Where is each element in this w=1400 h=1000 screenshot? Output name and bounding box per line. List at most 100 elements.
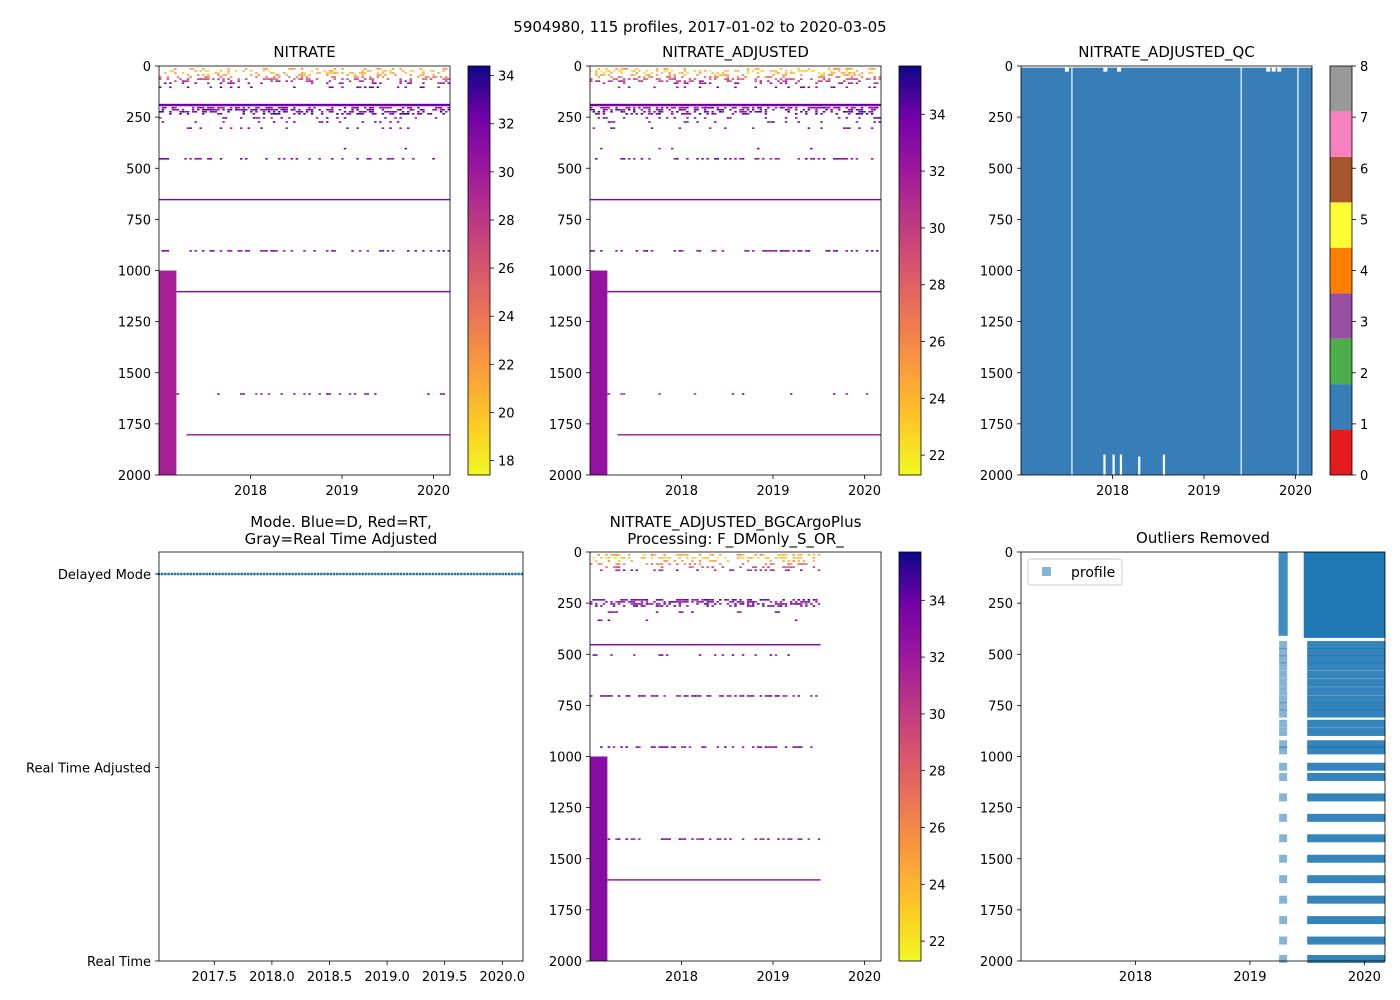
data-cell <box>794 82 798 84</box>
data-cell <box>655 68 659 70</box>
data-cell <box>822 110 826 113</box>
data-cell <box>209 250 213 252</box>
data-cell <box>800 603 803 605</box>
data-cell <box>202 74 205 76</box>
colorbar-tick-label: 22 <box>929 935 946 950</box>
mode-point <box>221 572 225 576</box>
data-cell <box>600 557 603 559</box>
data-cell <box>693 599 697 601</box>
data-cell <box>424 76 428 78</box>
data-cell <box>797 121 800 123</box>
data-cell <box>678 603 682 605</box>
data-cell <box>270 117 273 119</box>
data-cell <box>597 599 601 601</box>
colorbar-frame <box>467 65 491 476</box>
outlier-marker <box>1279 719 1288 728</box>
data-cell <box>658 113 661 115</box>
x-tick-label: 2018 <box>1119 970 1152 985</box>
data-cell <box>267 70 271 72</box>
data-cell <box>716 106 720 109</box>
data-cell <box>810 603 813 605</box>
data-cell <box>343 106 347 109</box>
data-cell <box>797 599 800 601</box>
data-cell <box>878 76 881 78</box>
data-cell <box>633 70 636 72</box>
data-cell <box>736 557 740 559</box>
data-cell <box>759 569 763 571</box>
data-cell <box>630 838 633 840</box>
data-cell <box>409 80 413 82</box>
data-cell <box>787 78 790 80</box>
data-cell <box>706 106 709 109</box>
data-cell <box>726 599 730 601</box>
data-cell <box>343 147 347 150</box>
data-cell <box>262 113 266 115</box>
data-cell <box>731 746 735 748</box>
qc-gap-top <box>1117 67 1122 72</box>
data-cell <box>706 110 709 113</box>
mode-point <box>345 572 349 576</box>
mode-point <box>323 572 326 576</box>
data-cell <box>676 601 679 603</box>
data-cell <box>741 106 745 109</box>
data-cell <box>444 78 448 80</box>
data-cell <box>209 110 213 113</box>
colorbar-tick-label: 26 <box>929 336 946 351</box>
data-cell <box>620 108 623 111</box>
data-cell <box>658 563 661 565</box>
data-cell <box>648 603 651 605</box>
data-cell <box>726 695 730 697</box>
data-cell <box>784 695 788 697</box>
data-cell <box>830 110 833 113</box>
data-cell <box>622 601 626 603</box>
y-tick-label: 0 <box>143 60 151 75</box>
data-cell <box>858 74 861 76</box>
data-cell <box>597 117 601 119</box>
mode-point <box>300 572 304 576</box>
data-cell <box>207 82 210 84</box>
data-cell <box>262 68 266 70</box>
data-cell <box>635 603 639 605</box>
data-cell <box>868 72 871 74</box>
data-cell <box>255 117 258 119</box>
data-cell <box>782 599 785 601</box>
outlier-row <box>1307 709 1385 718</box>
data-cell <box>617 76 621 78</box>
data-cell <box>774 654 778 656</box>
data-cell <box>837 76 841 78</box>
data-cell <box>381 106 385 109</box>
data-cell <box>746 557 750 559</box>
data-cell <box>681 250 684 252</box>
data-cell <box>399 127 402 129</box>
data-cell <box>615 78 618 80</box>
colorbar-tick-label: 26 <box>929 822 946 837</box>
data-cell <box>610 603 613 605</box>
data-cell <box>845 74 849 76</box>
data-cell <box>789 601 793 603</box>
mode-point <box>469 572 473 576</box>
data-cell <box>640 80 644 82</box>
data-cell <box>419 68 423 70</box>
mode-point <box>205 572 209 576</box>
data-cell <box>772 605 775 607</box>
colorbar-tick-label: 1 <box>1360 418 1368 433</box>
data-cell <box>237 106 240 109</box>
data-cell <box>630 70 633 72</box>
data-cell <box>627 557 631 559</box>
data-cell <box>597 80 601 82</box>
data-cell <box>683 695 687 697</box>
data-cell <box>759 106 763 109</box>
data-cell <box>726 74 730 76</box>
mode-point <box>160 572 164 576</box>
data-cell <box>300 72 304 74</box>
data-cell <box>196 106 200 109</box>
data-cell <box>845 68 849 70</box>
data-cell <box>419 108 423 111</box>
data-cell <box>757 158 760 160</box>
data-cell <box>772 121 775 123</box>
data-cell <box>161 108 165 111</box>
panel-title: Outliers Removed <box>1136 529 1270 547</box>
data-cell <box>602 599 606 601</box>
data-cell <box>855 70 859 72</box>
data-cell <box>850 72 854 74</box>
